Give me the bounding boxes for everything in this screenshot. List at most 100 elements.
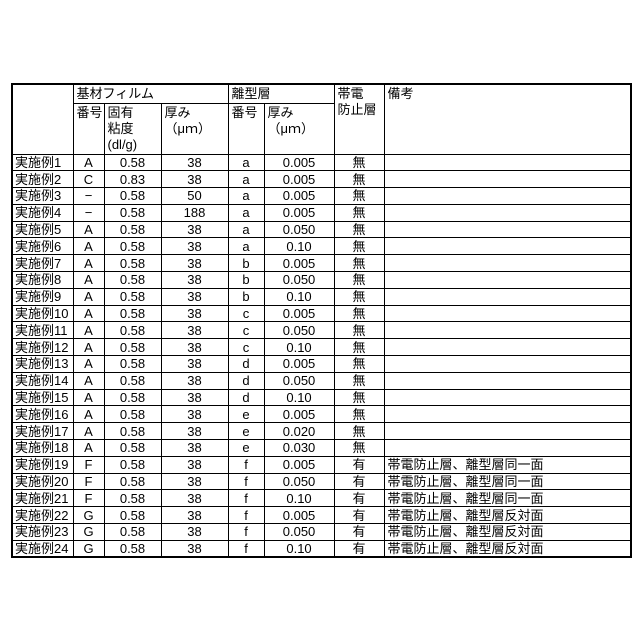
remarks-cell [383,170,632,189]
intrinsic-viscosity-cell: 0.58 [103,153,162,172]
base-film-thickness-cell: 188 [160,203,229,222]
release-layer-number-cell: f [227,506,265,525]
release-layer-thickness-cell: 0.10 [263,338,335,357]
release-layer-number-cell: a [227,170,265,189]
release-layer-number-cell: f [227,489,265,508]
release-layer-thickness-header: 厚み （μｍ） [263,102,335,155]
antistatic-presence-cell: 無 [333,422,385,441]
table-row: 実施例14 A 0.58 38 d 0.050 無 [11,371,632,390]
intrinsic-viscosity-cell: 0.58 [103,472,162,491]
base-film-thickness-cell: 38 [160,371,229,390]
base-film-number-cell: F [72,489,105,508]
antistatic-presence-cell: 無 [333,254,385,273]
intrinsic-viscosity-cell: 0.58 [103,203,162,222]
remarks-cell: 帯電防止層、離型層反対面 [383,506,632,525]
intrinsic-viscosity-cell: 0.58 [103,455,162,474]
intrinsic-viscosity-cell: 0.58 [103,388,162,407]
base-film-thickness-cell: 38 [160,506,229,525]
table-row: 実施例21 F 0.58 38 f 0.10 有 帯電防止層、離型層同一面 [11,489,632,508]
antistatic-presence-cell: 無 [333,187,385,205]
example-label-cell: 実施例5 [11,220,74,239]
base-film-number-cell: A [72,405,105,424]
release-layer-thickness-cell: 0.005 [263,455,335,474]
release-layer-thickness-cell: 0.005 [263,506,335,525]
antistatic-presence-cell: 無 [333,271,385,289]
base-film-thickness-cell: 38 [160,355,229,373]
remarks-cell [383,405,632,424]
release-layer-number-cell: e [227,405,265,424]
intrinsic-viscosity-header-line2: 粘度 [107,120,134,136]
release-layer-thickness-cell: 0.005 [263,254,335,273]
intrinsic-viscosity-cell: 0.83 [103,170,162,189]
release-layer-thickness-cell: 0.005 [263,405,335,424]
table-header: 基材フィルム 離型層 帯電 防止層 備考 番号 固有 粘度 (dl/g) 厚み （μｍ）… [11,83,632,155]
base-film-thickness-cell: 38 [160,170,229,189]
base-film-number-cell: A [72,321,105,340]
base-film-thickness-cell: 38 [160,523,229,541]
release-layer-thickness-cell: 0.005 [263,304,335,323]
remarks-cell: 帯電防止層、離型層同一面 [383,489,632,508]
remarks-cell [383,338,632,357]
release-layer-thickness-header-line1: 厚み [267,104,294,120]
release-layer-number-cell: e [227,439,265,457]
antistatic-presence-cell: 無 [333,287,385,306]
remarks-cell [383,187,632,205]
base-film-thickness-cell: 38 [160,455,229,474]
release-layer-number-cell: f [227,539,265,558]
table-row: 実施例9 A 0.58 38 b 0.10 無 [11,287,632,306]
intrinsic-viscosity-cell: 0.58 [103,254,162,273]
base-film-thickness-cell: 38 [160,254,229,273]
base-film-number-cell: A [72,388,105,407]
table-row: 実施例8 A 0.58 38 b 0.050 無 [11,271,632,289]
remarks-cell [383,304,632,323]
base-film-thickness-cell: 38 [160,321,229,340]
intrinsic-viscosity-header-line1: 固有 [107,104,134,120]
base-film-number-cell: G [72,523,105,541]
base-film-number-cell: A [72,439,105,457]
base-film-thickness-cell: 38 [160,439,229,457]
release-layer-thickness-cell: 0.050 [263,271,335,289]
base-film-thickness-cell: 38 [160,539,229,558]
release-layer-number-cell: d [227,371,265,390]
release-layer-number-cell: a [227,237,265,256]
remarks-cell [383,254,632,273]
antistatic-presence-cell: 無 [333,321,385,340]
base-film-group-header: 基材フィルム [72,83,229,104]
antistatic-presence-cell: 無 [333,439,385,457]
remarks-cell [383,220,632,239]
example-label-cell: 実施例11 [11,321,74,340]
base-film-number-cell: A [72,220,105,239]
release-layer-number-cell: c [227,321,265,340]
release-layer-number-cell: d [227,355,265,373]
release-layer-thickness-header-line2: （μｍ） [267,120,315,136]
base-film-thickness-cell: 50 [160,187,229,205]
base-film-thickness-cell: 38 [160,472,229,491]
base-film-number-cell: G [72,506,105,525]
intrinsic-viscosity-cell: 0.58 [103,371,162,390]
antistatic-presence-cell: 有 [333,539,385,558]
intrinsic-viscosity-cell: 0.58 [103,405,162,424]
antistatic-presence-cell: 無 [333,371,385,390]
base-film-thickness-cell: 38 [160,271,229,289]
example-label-cell: 実施例16 [11,405,74,424]
release-layer-thickness-cell: 0.050 [263,321,335,340]
remarks-cell [383,439,632,457]
base-film-number-cell: F [72,455,105,474]
intrinsic-viscosity-cell: 0.58 [103,220,162,239]
example-label-cell: 実施例17 [11,422,74,441]
remarks-header: 備考 [383,83,632,155]
release-layer-thickness-cell: 0.005 [263,355,335,373]
base-film-thickness-cell: 38 [160,304,229,323]
release-layer-thickness-cell: 0.005 [263,203,335,222]
release-layer-number-cell: f [227,455,265,474]
antistatic-presence-cell: 無 [333,170,385,189]
table-row: 実施例16 A 0.58 38 e 0.005 無 [11,405,632,424]
table-row: 実施例17 A 0.58 38 e 0.020 無 [11,422,632,441]
table-row: 実施例13 A 0.58 38 d 0.005 無 [11,355,632,373]
release-layer-thickness-cell: 0.10 [263,489,335,508]
remarks-cell [383,355,632,373]
base-film-number-cell: A [72,254,105,273]
examples-spec-table: 基材フィルム 離型層 帯電 防止層 備考 番号 固有 粘度 (dl/g) 厚み （μｍ）… [11,83,633,559]
release-layer-number-cell: a [227,153,265,172]
example-label-cell: 実施例22 [11,506,74,525]
